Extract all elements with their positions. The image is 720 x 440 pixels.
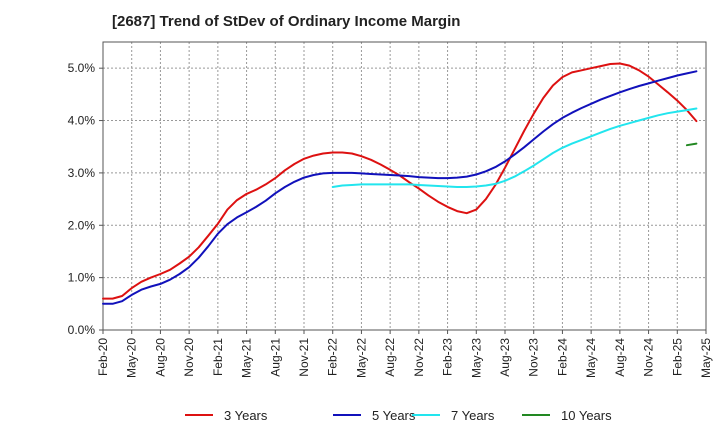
y-tick-label: 4.0% (68, 114, 96, 128)
series-line-10-years (685, 142, 698, 147)
x-tick-label: Nov-22 (412, 338, 426, 377)
x-tick-label: Nov-23 (527, 338, 541, 377)
legend-label-5-years: 5 Years (372, 408, 416, 423)
x-tick-label: Feb-24 (555, 338, 569, 376)
x-tick-label: Feb-25 (670, 338, 684, 376)
y-tick-label: 2.0% (68, 218, 96, 232)
x-tick-label: Aug-23 (498, 338, 512, 377)
x-tick-label: Feb-20 (96, 338, 110, 376)
legend: 3 Years 5 Years 7 Years 10 Years (185, 408, 612, 423)
y-tick-label: 0.0% (68, 323, 96, 337)
legend-label-7-years: 7 Years (451, 408, 495, 423)
plot-area (102, 41, 707, 331)
x-tick-label: May-25 (699, 338, 713, 378)
x-tick-label: Aug-22 (383, 338, 397, 377)
legend-label-10-years: 10 Years (561, 408, 612, 423)
x-tick-label: Nov-20 (182, 338, 196, 377)
series-line-7-years (331, 107, 698, 188)
y-tick-label: 3.0% (68, 166, 96, 180)
x-tick-label: May-23 (469, 338, 483, 378)
x-tick-label: May-24 (584, 338, 598, 378)
series-line-5-years (102, 70, 698, 305)
x-tick-label: Nov-21 (297, 338, 311, 377)
x-tick-label: May-20 (125, 338, 139, 378)
y-tick-label: 5.0% (68, 61, 96, 75)
series-lines (102, 62, 698, 305)
x-tick-label: Aug-24 (613, 338, 627, 377)
x-tick-label: May-21 (240, 338, 254, 378)
x-tick-label: Nov-24 (642, 338, 656, 377)
x-tick-label: May-22 (354, 338, 368, 378)
x-tick-label: Feb-21 (211, 338, 225, 376)
grid (103, 42, 706, 330)
x-tick-label: Aug-21 (268, 338, 282, 377)
x-tick-label: Aug-20 (153, 338, 167, 377)
legend-label-3-years: 3 Years (224, 408, 268, 423)
chart-title: [2687] Trend of StDev of Ordinary Income… (112, 13, 461, 30)
axes: 0.0% 1.0% 2.0% 3.0% 4.0% 5.0% Feb-20 May-20 Aug-… (68, 61, 713, 378)
y-tick-label: 1.0% (68, 271, 96, 285)
x-tick-label: Feb-22 (326, 338, 340, 376)
x-tick-label: Feb-23 (441, 338, 455, 376)
